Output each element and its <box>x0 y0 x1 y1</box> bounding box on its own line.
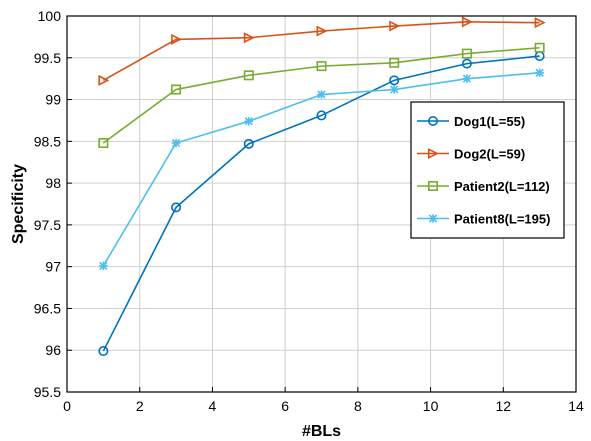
x-tick-label: 6 <box>281 398 289 414</box>
x-axis-label: #BLs <box>302 423 341 440</box>
data-point <box>316 61 327 72</box>
data-point <box>316 110 327 121</box>
data-point <box>316 25 328 37</box>
y-tick-label: 97 <box>45 259 61 275</box>
y-axis-label: Specificity <box>10 164 27 244</box>
data-point <box>461 58 472 69</box>
data-point <box>389 75 400 86</box>
y-tick-label: 96.5 <box>34 300 61 316</box>
x-tick-label: 2 <box>136 398 144 414</box>
series-line <box>102 21 540 82</box>
data-point <box>462 74 472 83</box>
legend-marker <box>428 214 438 223</box>
data-point <box>243 32 255 44</box>
series-2 <box>98 42 545 149</box>
series-3 <box>99 68 544 271</box>
x-tick-label: 10 <box>423 398 439 414</box>
legend-item: Dog2(L=59) <box>417 147 525 162</box>
y-tick-label: 99.5 <box>34 50 61 66</box>
y-tick-label: 95.5 <box>34 384 61 400</box>
data-point <box>461 48 472 59</box>
series-0 <box>98 51 545 357</box>
legend: Dog1(L=55) Dog2(L=59) Patient2(L=112) Patie… <box>410 101 565 239</box>
data-point <box>98 346 109 357</box>
data-point <box>243 70 254 81</box>
plot-area-frame <box>66 15 577 393</box>
y-tick-label: 97.5 <box>34 217 61 233</box>
y-tick-label: 98.5 <box>34 133 61 149</box>
data-point <box>98 138 109 149</box>
data-point <box>244 117 253 126</box>
series-line <box>102 55 540 352</box>
legend-label: Patient8(L=195) <box>454 212 550 227</box>
legend-label: Patient2(L=112) <box>454 179 550 194</box>
data-point <box>534 17 546 29</box>
legend-label: Dog2(L=59) <box>454 147 525 162</box>
x-tick-label: 4 <box>209 398 217 414</box>
data-point <box>171 202 182 213</box>
x-tick-label: 8 <box>354 398 362 414</box>
legend-marker <box>428 148 439 159</box>
legend-item: Patient8(L=195) <box>417 212 550 227</box>
x-tick-label: 0 <box>63 398 71 414</box>
data-point <box>390 85 399 94</box>
y-tick-label: 100 <box>38 8 62 24</box>
x-tick-label: 12 <box>495 398 511 414</box>
data-point <box>171 33 183 45</box>
y-tick-label: 98 <box>45 175 61 191</box>
y-tick-label: 99 <box>45 92 61 108</box>
data-point <box>389 57 400 68</box>
data-point <box>317 90 326 99</box>
legend-item: Dog1(L=55) <box>417 114 525 129</box>
legend-label: Dog1(L=55) <box>454 114 525 129</box>
legend-item: Patient2(L=112) <box>417 179 550 194</box>
x-axis-ticks: 0 2 4 6 8 10 12 14 <box>63 387 584 414</box>
data-point <box>243 138 254 149</box>
data-point <box>98 74 110 86</box>
y-tick-label: 96 <box>45 342 61 358</box>
data-point <box>461 16 473 28</box>
data-point <box>534 42 545 53</box>
y-axis-ticks: 95.5 96 96.5 97 97.5 98 98.5 99 99.5 100 <box>34 8 72 400</box>
legend-marker <box>427 116 438 127</box>
data-point <box>535 68 544 78</box>
series-line <box>102 46 540 144</box>
data-point <box>171 138 181 148</box>
x-tick-label: 14 <box>568 398 584 414</box>
data-point <box>389 20 401 32</box>
legend-marker <box>427 181 438 192</box>
series-1 <box>98 16 546 86</box>
data-point <box>99 261 108 271</box>
series-layer <box>98 16 546 357</box>
data-point <box>171 84 182 95</box>
